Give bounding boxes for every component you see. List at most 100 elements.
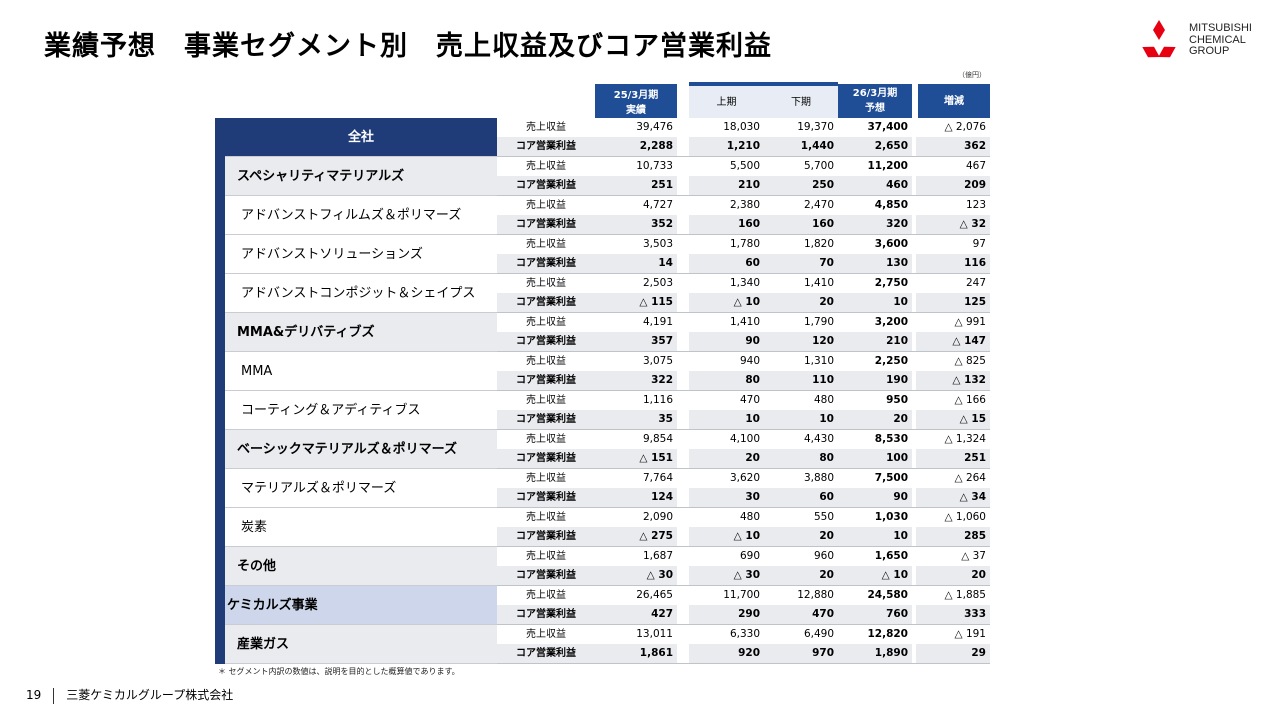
cell-fy26-h1: 30 [689, 488, 764, 508]
cell-fy26-h2: 70 [764, 254, 838, 274]
cell-fy26-forecast: 37,400 [838, 118, 912, 137]
cell-change: △ 15 [916, 410, 990, 430]
metric-label-core-op: コア営業利益 [497, 215, 595, 235]
cell-fy26-h2: 80 [764, 449, 838, 469]
table-row: コア営業利益 △ 275 △ 10 20 10 285 [215, 527, 990, 547]
cell-fy26-h1: 2,380 [689, 195, 764, 215]
table-row: コア営業利益 357 90 120 210 △ 147 [215, 332, 990, 352]
cell-fy25-actual: 1,116 [595, 390, 677, 410]
cell-fy25-actual: △ 151 [595, 449, 677, 469]
cell-fy25-actual: 3,075 [595, 351, 677, 371]
metric-label-revenue: 売上収益 [497, 468, 595, 488]
three-diamonds-icon [1142, 20, 1176, 58]
segment-bar [215, 546, 225, 586]
cell-fy25-actual: 1,687 [595, 546, 677, 566]
segment-name: アドバンストフィルムズ＆ポリマーズ [225, 195, 497, 235]
logo-wordmark: MITSUBISHI CHEMICAL GROUP [1189, 22, 1252, 57]
cell-fy25-actual: 427 [595, 605, 677, 625]
table-row: コア営業利益 322 80 110 190 △ 132 [215, 371, 990, 391]
cell-fy26-h2: 12,880 [764, 585, 838, 605]
segment-bar [215, 624, 225, 664]
header-row: 25/3月期 実績 上期 下期 26/3月期 予想 増減 [215, 82, 990, 118]
cell-fy26-h1: 160 [689, 215, 764, 235]
table-row: ケミカルズ事業 売上収益 26,465 11,700 12,880 24,580 △ 1,8… [215, 585, 990, 625]
cell-fy26-h2: 1,820 [764, 234, 838, 254]
cell-fy25-actual: 352 [595, 215, 677, 235]
unit-label: （億円） [958, 71, 986, 79]
company-name: 三菱ケミカルグループ株式会社 [66, 688, 234, 702]
page-number: 19 [26, 688, 42, 702]
header-second-half: 下期 [764, 82, 838, 118]
cell-fy26-forecast: 460 [838, 176, 912, 196]
metric-label-revenue: 売上収益 [497, 624, 595, 644]
table-row: マテリアルズ＆ポリマーズ 売上収益 7,764 3,620 3,880 7,500 △ 26… [215, 468, 990, 508]
cell-fy26-h1: 1,780 [689, 234, 764, 254]
cell-fy26-h1: 80 [689, 371, 764, 391]
cell-fy26-forecast: 950 [838, 390, 912, 410]
cell-fy25-actual: 26,465 [595, 585, 677, 605]
cell-change: 125 [916, 293, 990, 313]
cell-fy26-h2: 6,490 [764, 624, 838, 644]
cell-change: △ 34 [916, 488, 990, 508]
table-row: コア営業利益 251 210 250 460 209 [215, 176, 990, 196]
table-row: コア営業利益 1,861 920 970 1,890 29 [215, 644, 990, 664]
segment-name: ケミカルズ事業 [225, 585, 497, 625]
cell-change: △ 1,060 [916, 507, 990, 527]
cell-fy26-h2: 19,370 [764, 118, 838, 137]
metric-label-revenue: 売上収益 [497, 234, 595, 254]
cell-fy26-forecast: 3,200 [838, 312, 912, 332]
cell-fy26-h2: 1,410 [764, 273, 838, 293]
cell-fy26-h2: 1,310 [764, 351, 838, 371]
metric-label-revenue: 売上収益 [497, 585, 595, 605]
cell-fy26-h1: 20 [689, 449, 764, 469]
metric-label-core-op: コア営業利益 [497, 527, 595, 547]
header-first-half: 上期 [689, 82, 764, 118]
cell-fy26-h2: 20 [764, 527, 838, 547]
metric-label-core-op: コア営業利益 [497, 137, 595, 157]
cell-change: 247 [916, 273, 990, 293]
table-row: コア営業利益 △ 151 20 80 100 251 [215, 449, 990, 469]
cell-fy26-forecast: 12,820 [838, 624, 912, 644]
segment-bar [215, 351, 225, 391]
cell-fy26-h1: 210 [689, 176, 764, 196]
cell-fy25-actual: 4,727 [595, 195, 677, 215]
cell-fy25-actual: △ 115 [595, 293, 677, 313]
cell-fy26-forecast: 3,600 [838, 234, 912, 254]
segment-name: マテリアルズ＆ポリマーズ [225, 468, 497, 508]
cell-fy25-actual: 124 [595, 488, 677, 508]
metric-label-core-op: コア営業利益 [497, 332, 595, 352]
cell-fy26-h2: 120 [764, 332, 838, 352]
cell-change: △ 825 [916, 351, 990, 371]
segment-table: 25/3月期 実績 上期 下期 26/3月期 予想 増減 全社 売上収益 39,47… [215, 82, 990, 664]
metric-label-revenue: 売上収益 [497, 273, 595, 293]
cell-change: △ 191 [916, 624, 990, 644]
cell-fy26-forecast: △ 10 [838, 566, 912, 586]
metric-label-core-op: コア営業利益 [497, 371, 595, 391]
company-logo: MITSUBISHI CHEMICAL GROUP [1136, 20, 1256, 64]
cell-fy26-forecast: 100 [838, 449, 912, 469]
cell-fy26-h1: 290 [689, 605, 764, 625]
cell-fy26-forecast: 2,650 [838, 137, 912, 157]
cell-change: 97 [916, 234, 990, 254]
table-row: コア営業利益 124 30 60 90 △ 34 [215, 488, 990, 508]
cell-change: 333 [916, 605, 990, 625]
segment-bar [215, 468, 225, 508]
metric-label-core-op: コア営業利益 [497, 644, 595, 664]
cell-fy26-h1: △ 10 [689, 293, 764, 313]
cell-fy26-h2: 10 [764, 410, 838, 430]
segment-name: 産業ガス [225, 624, 497, 664]
cell-fy26-forecast: 190 [838, 371, 912, 391]
table-row: アドバンストコンポジット＆シェイプス 売上収益 2,503 1,340 1,410 2,7… [215, 273, 990, 313]
cell-fy26-h1: 1,210 [689, 137, 764, 157]
segment-name: アドバンストコンポジット＆シェイプス [225, 273, 497, 313]
segment-name: スペシャリティマテリアルズ [225, 156, 497, 196]
cell-fy26-forecast: 24,580 [838, 585, 912, 605]
cell-fy26-h1: 1,410 [689, 312, 764, 332]
cell-fy25-actual: 39,476 [595, 118, 677, 137]
cell-fy26-forecast: 2,250 [838, 351, 912, 371]
cell-fy25-actual: 2,503 [595, 273, 677, 293]
metric-label-core-op: コア営業利益 [497, 293, 595, 313]
cell-fy26-h1: 480 [689, 507, 764, 527]
cell-fy26-forecast: 8,530 [838, 429, 912, 449]
cell-fy26-h1: 5,500 [689, 156, 764, 176]
